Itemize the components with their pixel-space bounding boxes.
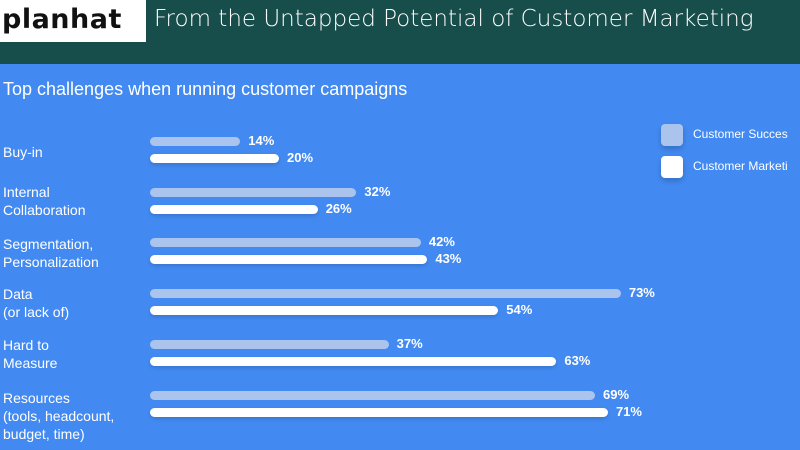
data-label: 26% (325, 201, 352, 216)
bar-customer-marketing (150, 357, 557, 366)
bar-customer-success (150, 391, 596, 400)
bar-customer-marketing (150, 408, 608, 417)
category-label: Buy-in (3, 144, 43, 160)
bar-customer-marketing (150, 205, 318, 214)
source-caption: From the Untapped Potential of Customer … (154, 6, 754, 32)
category-label: Hard to Measure (3, 337, 58, 371)
data-label: 63% (564, 353, 591, 368)
bar-customer-success (150, 340, 389, 349)
data-label: 73% (628, 285, 655, 300)
planhat-logo: planhat (0, 0, 146, 42)
data-label: 37% (396, 336, 423, 351)
chart-title: Top challenges when running customer cam… (3, 79, 408, 99)
data-label: 43% (435, 251, 462, 266)
data-label: 71% (615, 404, 642, 419)
data-label: 32% (364, 184, 391, 199)
bar-customer-success (150, 238, 421, 247)
bar-customer-success (150, 289, 621, 298)
bar-customer-marketing (150, 306, 499, 315)
header-banner: planhat From the Untapped Potential of C… (0, 0, 800, 64)
legend-label: Customer Succes (693, 127, 788, 141)
category-label: Data (or lack of) (3, 286, 70, 320)
bar-customer-success (150, 137, 241, 146)
category-label: Internal Collaboration (3, 184, 86, 218)
data-label: 42% (428, 234, 455, 249)
legend-label: Customer Marketi (693, 159, 788, 173)
data-label: 14% (248, 133, 275, 148)
data-label: 69% (603, 387, 630, 402)
legend-swatch (661, 156, 683, 178)
data-label: 54% (506, 302, 533, 317)
category-label: Segmentation, Personalization (3, 236, 99, 270)
data-label: 20% (287, 150, 314, 165)
bar-customer-marketing (150, 154, 279, 163)
legend-swatch (661, 124, 683, 146)
bar-customer-success (150, 188, 357, 197)
bar-customer-marketing (150, 255, 428, 264)
category-label: Resources (tools, headcount, budget, time) (3, 390, 115, 442)
